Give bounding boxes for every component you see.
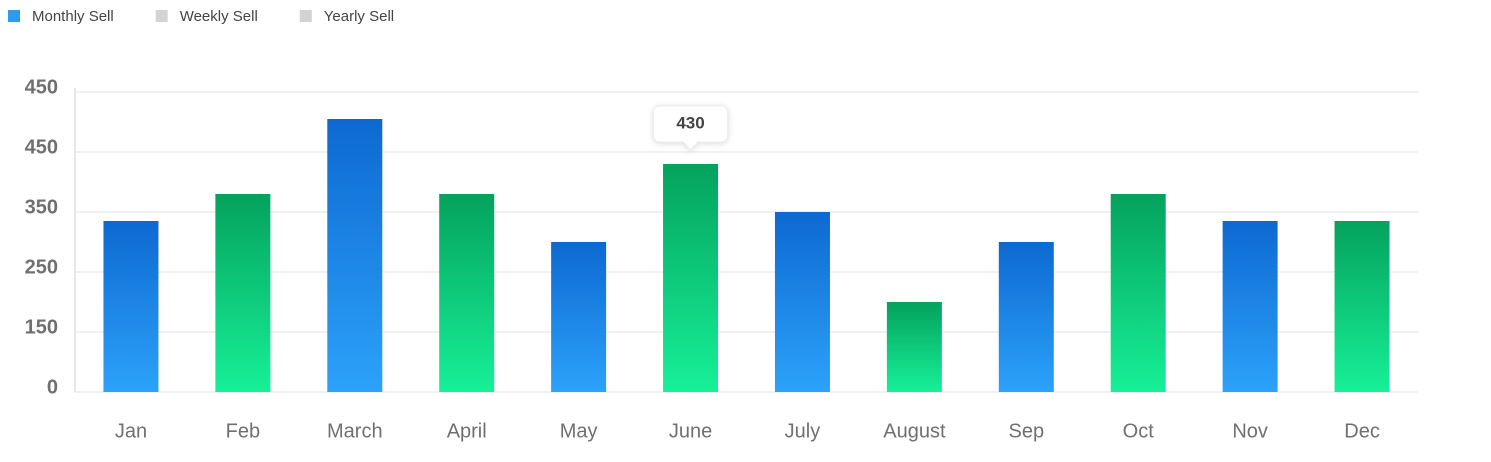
bar xyxy=(551,242,607,392)
x-tick-label: Sep xyxy=(1008,420,1044,442)
x-tick-label: Dec xyxy=(1344,420,1380,442)
bar xyxy=(1110,194,1166,392)
y-tick-label: 0 xyxy=(47,376,58,398)
x-tick-label: July xyxy=(785,420,821,442)
tooltip-label: 430 xyxy=(676,113,704,132)
legend-swatch xyxy=(299,10,312,22)
bar xyxy=(998,242,1054,392)
bar xyxy=(103,221,159,392)
x-tick-label: Oct xyxy=(1123,420,1155,442)
x-tick-label: June xyxy=(669,420,712,442)
y-tick-label: 350 xyxy=(25,196,58,218)
y-tick-label: 450 xyxy=(25,136,58,158)
x-tick-label: August xyxy=(883,420,946,442)
legend-swatch xyxy=(8,10,20,22)
x-tick-label: May xyxy=(560,420,598,442)
bar xyxy=(886,302,942,392)
y-tick-label: 450 xyxy=(25,76,58,98)
bar xyxy=(215,194,271,392)
legend-swatch xyxy=(155,10,168,22)
legend-label: Yearly Sell xyxy=(324,8,394,25)
legend-label: Weekly Sell xyxy=(180,8,258,25)
tooltip-box xyxy=(653,105,729,151)
bar xyxy=(327,119,383,392)
x-tick-label: March xyxy=(327,420,383,442)
bar xyxy=(1222,221,1278,392)
bar xyxy=(774,212,830,392)
x-tick-label: April xyxy=(447,420,487,442)
x-tick-label: Nov xyxy=(1232,420,1268,442)
legend-label: Monthly Sell xyxy=(32,8,114,25)
x-tick-label: Feb xyxy=(226,420,260,442)
x-tick-label: Jan xyxy=(115,420,147,442)
bar xyxy=(1334,221,1390,392)
bar xyxy=(663,164,719,392)
bar xyxy=(439,194,495,392)
y-tick-label: 250 xyxy=(25,256,58,278)
y-tick-label: 150 xyxy=(25,316,58,338)
